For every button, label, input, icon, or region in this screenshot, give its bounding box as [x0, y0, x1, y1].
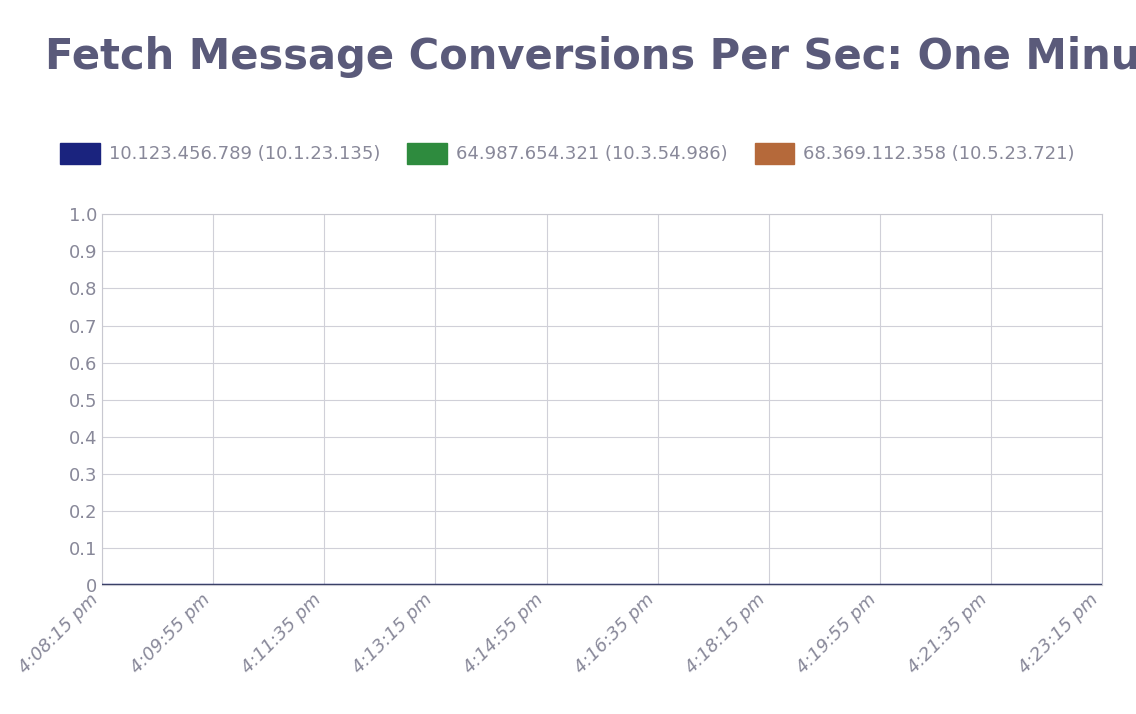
Legend: 10.123.456.789 (10.1.23.135), 64.987.654.321 (10.3.54.986), 68.369.112.358 (10.5: 10.123.456.789 (10.1.23.135), 64.987.654…: [55, 138, 1080, 169]
Text: Fetch Message Conversions Per Sec: One Minute Rate: Fetch Message Conversions Per Sec: One M…: [45, 36, 1136, 78]
